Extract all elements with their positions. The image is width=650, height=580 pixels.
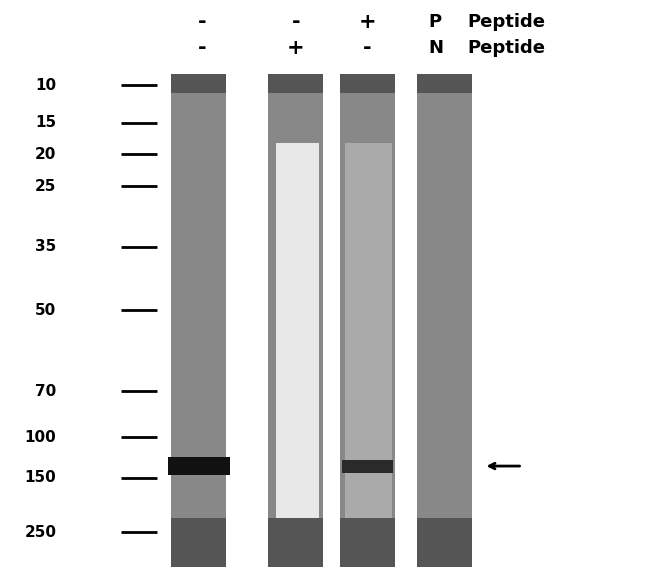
Bar — [276, 143, 320, 528]
Bar — [172, 74, 226, 567]
Text: 20: 20 — [35, 147, 57, 162]
Text: 250: 250 — [25, 525, 57, 540]
Bar — [417, 74, 473, 567]
Bar — [417, 518, 473, 567]
Text: -: - — [198, 12, 206, 31]
Bar — [339, 518, 395, 567]
Bar — [342, 461, 393, 473]
Text: Peptide: Peptide — [467, 13, 545, 31]
Text: P: P — [428, 13, 442, 31]
Text: N: N — [428, 38, 443, 57]
Text: 10: 10 — [35, 78, 57, 93]
Text: 70: 70 — [35, 383, 57, 398]
Text: 100: 100 — [25, 430, 57, 445]
Text: +: + — [358, 12, 376, 31]
Text: -: - — [363, 38, 371, 57]
Bar — [268, 74, 324, 93]
Text: 35: 35 — [35, 239, 57, 254]
Bar — [268, 518, 324, 567]
Text: 150: 150 — [25, 470, 57, 485]
Text: 50: 50 — [35, 303, 57, 318]
Text: -: - — [292, 12, 300, 31]
Bar — [268, 74, 324, 567]
Text: 15: 15 — [35, 115, 57, 130]
Bar — [417, 74, 473, 93]
Bar — [339, 74, 395, 93]
Text: 25: 25 — [35, 179, 57, 194]
Bar — [172, 518, 226, 567]
Bar — [344, 143, 392, 528]
Bar — [339, 74, 395, 567]
Text: +: + — [287, 38, 305, 57]
Bar — [168, 458, 229, 474]
Text: Peptide: Peptide — [467, 38, 545, 57]
Bar — [172, 74, 226, 93]
Text: -: - — [198, 38, 206, 57]
